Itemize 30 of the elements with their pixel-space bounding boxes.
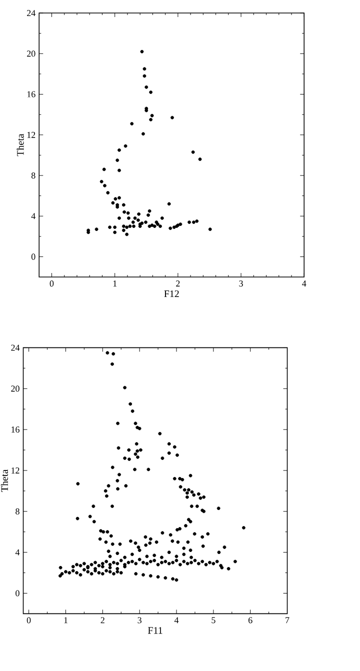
x-axis-title: F12 — [164, 290, 179, 298]
x-tick-label: 1 — [113, 280, 117, 286]
y-tick-label: 4 — [15, 549, 20, 556]
y-tick-label: 20 — [11, 386, 20, 392]
x-tick-label: 1 — [64, 617, 68, 624]
x-tick-label: 0 — [50, 280, 54, 287]
x-tick-label: 3 — [138, 617, 142, 624]
x-tick-label: 7 — [286, 617, 290, 624]
y-tick-label: 0 — [16, 590, 20, 596]
y-tick-label: 0 — [31, 254, 36, 260]
x-tick-label: 2 — [176, 280, 180, 286]
y-tick-label: 20 — [27, 50, 36, 57]
y-tick-label: 24 — [11, 344, 20, 351]
y-axis-title: Theta — [0, 470, 8, 492]
x-tick-label: 4 — [302, 280, 306, 286]
y-axis-title: Theta — [16, 134, 24, 156]
x-tick-label: 3 — [239, 280, 243, 287]
y-tick-label: 16 — [12, 426, 20, 433]
y-tick-label: 12 — [27, 132, 36, 138]
y-tick-label: 24 — [27, 10, 36, 16]
y-tick-label: 12 — [12, 468, 20, 474]
x-tick-label: 5 — [212, 617, 216, 624]
y-tick-label: 8 — [16, 508, 20, 514]
y-tick-label: 16 — [27, 91, 36, 98]
y-tick-label: 4 — [31, 213, 36, 220]
x-tick-label: 6 — [248, 617, 252, 624]
x-tick-label: 2 — [100, 617, 104, 624]
x-tick-label: 4 — [174, 617, 179, 624]
y-tick-label: 8 — [31, 172, 36, 179]
x-axis-title: F11 — [148, 627, 162, 634]
